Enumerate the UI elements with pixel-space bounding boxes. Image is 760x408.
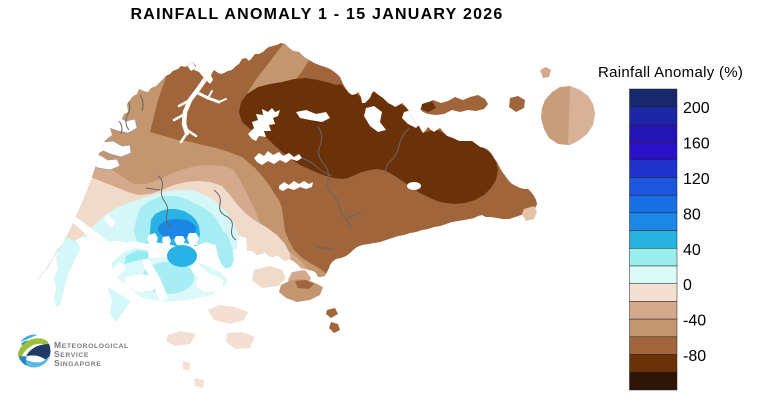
svg-text:0: 0	[683, 277, 692, 294]
svg-text:80: 80	[683, 206, 701, 223]
svg-text:METEOROLOGICAL: METEOROLOGICAL	[54, 340, 129, 350]
svg-text:-40: -40	[683, 313, 706, 330]
svg-text:SERVICE: SERVICE	[54, 349, 89, 359]
svg-text:SINGAPORE: SINGAPORE	[54, 358, 101, 368]
svg-text:200: 200	[683, 100, 710, 117]
svg-text:160: 160	[683, 136, 710, 153]
svg-text:-80: -80	[683, 348, 706, 365]
svg-text:120: 120	[683, 171, 710, 188]
svg-text:Rainfall Anomaly (%): Rainfall Anomaly (%)	[598, 64, 743, 81]
svg-text:40: 40	[683, 242, 701, 259]
